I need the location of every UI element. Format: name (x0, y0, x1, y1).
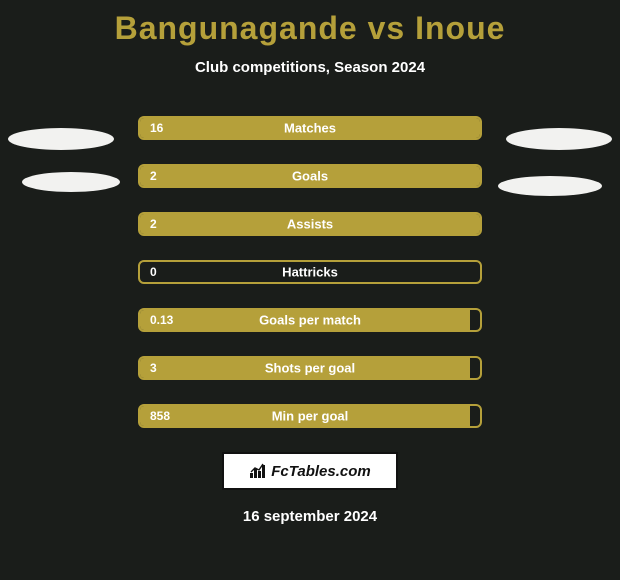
subtitle: Club competitions, Season 2024 (0, 59, 620, 76)
stat-row: 3 Shots per goal (0, 356, 620, 380)
stats-area: 16 Matches 2 Goals 2 Assists 0 Hattricks 0.13 Goa… (0, 116, 620, 428)
stat-bar: 0.13 Goals per match (138, 308, 482, 332)
stat-value: 858 (150, 409, 170, 423)
stat-label: Shots per goal (265, 361, 355, 376)
stat-value: 2 (150, 217, 157, 231)
stat-label: Goals (292, 169, 328, 184)
player-placeholder-ellipse (506, 128, 612, 150)
stat-row: 0.13 Goals per match (0, 308, 620, 332)
stat-bar: 16 Matches (138, 116, 482, 140)
date-text: 16 september 2024 (0, 508, 620, 525)
stat-row: 858 Min per goal (0, 404, 620, 428)
stat-label: Matches (284, 121, 336, 136)
comparison-title: Bangunagande vs Inoue (0, 0, 620, 47)
logo-text: FcTables.com (249, 463, 370, 480)
stat-row: 0 Hattricks (0, 260, 620, 284)
player-placeholder-ellipse (8, 128, 114, 150)
stat-bar: 3 Shots per goal (138, 356, 482, 380)
stat-bar: 2 Goals (138, 164, 482, 188)
stat-value: 16 (150, 121, 163, 135)
stat-label: Min per goal (272, 409, 349, 424)
chart-icon (249, 463, 267, 479)
stat-label: Hattricks (282, 265, 338, 280)
stat-label: Assists (287, 217, 333, 232)
player1-name: Bangunagande (115, 10, 358, 46)
player2-name: Inoue (415, 10, 505, 46)
stat-value: 2 (150, 169, 157, 183)
fctables-logo: FcTables.com (222, 452, 398, 490)
stat-bar: 858 Min per goal (138, 404, 482, 428)
player-placeholder-ellipse (498, 176, 602, 196)
stat-label: Goals per match (259, 313, 361, 328)
stat-value: 0 (150, 265, 157, 279)
stat-bar: 2 Assists (138, 212, 482, 236)
vs-text: vs (368, 10, 406, 46)
stat-row: 2 Assists (0, 212, 620, 236)
stat-value: 0.13 (150, 313, 173, 327)
logo-label: FcTables.com (271, 463, 370, 480)
player-placeholder-ellipse (22, 172, 120, 192)
stat-value: 3 (150, 361, 157, 375)
stat-bar: 0 Hattricks (138, 260, 482, 284)
